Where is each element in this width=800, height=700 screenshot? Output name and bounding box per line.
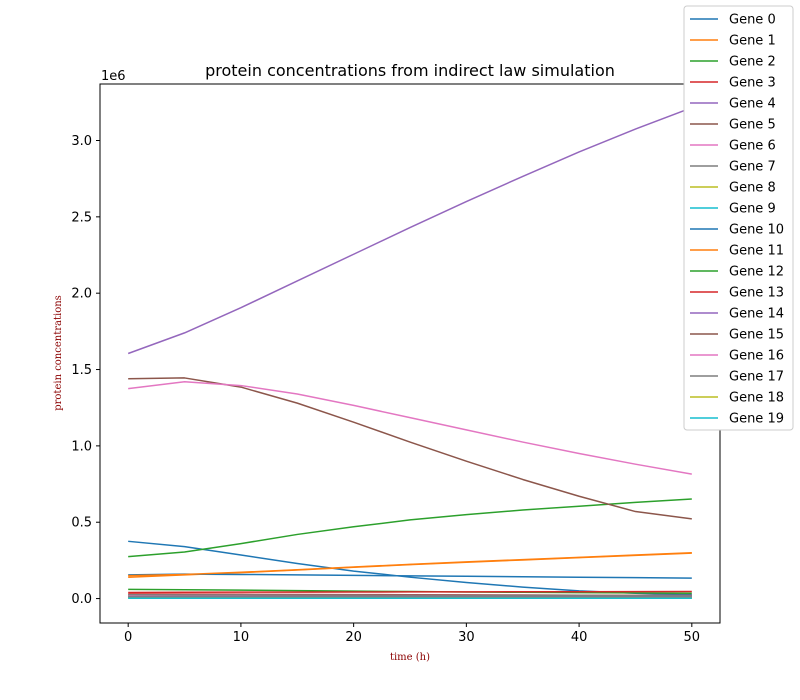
legend-item: Gene 18 <box>690 391 784 406</box>
x-tick-label: 50 <box>684 630 701 645</box>
y-tick-label: 0.5 <box>71 516 92 531</box>
legend-item: Gene 17 <box>690 370 784 385</box>
legend-label: Gene 8 <box>729 181 776 196</box>
x-tick-label: 10 <box>233 630 250 645</box>
y-tick-label: 3.0 <box>71 134 92 149</box>
legend-label: Gene 0 <box>729 13 776 28</box>
legend-item: Gene 4 <box>690 97 776 112</box>
legend-label: Gene 5 <box>729 118 776 133</box>
series-line-gene-16 <box>128 381 692 475</box>
legend: Gene 0 Gene 1 Gene 2 Gene 3 Gene 4 Gene 5 Gene… <box>683 5 794 431</box>
legend-item: Gene 9 <box>690 202 776 217</box>
x-axis: 0 10 20 30 40 50 <box>124 623 700 645</box>
legend-label: Gene 10 <box>729 223 784 238</box>
y-tick-label: 0.0 <box>71 592 92 607</box>
legend-item: Gene 5 <box>690 118 776 133</box>
plot-area <box>99 83 721 624</box>
legend-item: Gene 12 <box>690 265 784 280</box>
legend-label: Gene 12 <box>729 265 784 280</box>
y-offset-text: 1e6 <box>101 69 126 84</box>
legend-item: Gene 14 <box>690 307 784 322</box>
legend-label: Gene 13 <box>729 286 784 301</box>
series-line-gene-4 <box>127 106 693 355</box>
legend-item: Gene 1 <box>690 34 776 49</box>
legend-item: Gene 2 <box>690 55 776 70</box>
legend-item: Gene 0 <box>690 13 776 28</box>
legend-item: Gene 10 <box>690 223 784 238</box>
y-axis: 0.0 0.5 1.0 1.5 2.0 2.5 3.0 <box>71 134 100 607</box>
legend-frame <box>683 5 794 431</box>
legend-label: Gene 19 <box>729 412 784 427</box>
y-tick-label: 1.0 <box>71 439 92 454</box>
legend-item: Gene 7 <box>690 160 776 175</box>
series-line-gene-7 <box>128 594 692 597</box>
series-layer <box>127 106 693 600</box>
legend-label: Gene 11 <box>729 244 784 259</box>
legend-label: Gene 2 <box>729 55 776 70</box>
series-line-gene-11 <box>128 552 692 577</box>
legend-label: Gene 14 <box>729 307 784 322</box>
legend-item: Gene 6 <box>690 139 776 154</box>
legend-label: Gene 17 <box>729 370 784 385</box>
legend-item: Gene 16 <box>690 349 784 364</box>
legend-label: Gene 15 <box>729 328 784 343</box>
x-tick-label: 40 <box>571 630 588 645</box>
series-line-gene-13 <box>128 590 692 594</box>
legend-item: Gene 15 <box>690 328 784 343</box>
legend-item: Gene 13 <box>690 286 784 301</box>
x-axis-label: time (h) <box>390 652 430 663</box>
y-tick-label: 2.5 <box>71 210 92 225</box>
x-tick-label: 30 <box>458 630 475 645</box>
legend-item: Gene 3 <box>690 76 776 91</box>
y-tick-label: 1.5 <box>71 363 92 378</box>
legend-label: Gene 7 <box>729 160 776 175</box>
y-axis-label: protein concentrations <box>53 295 64 411</box>
series-line-gene-10 <box>128 573 692 579</box>
legend-item: Gene 8 <box>690 181 776 196</box>
legend-label: Gene 6 <box>729 139 776 154</box>
legend-label: Gene 3 <box>729 76 776 91</box>
legend-label: Gene 9 <box>729 202 776 217</box>
legend-label: Gene 1 <box>729 34 776 49</box>
series-line-gene-12 <box>128 498 692 558</box>
y-tick-label: 2.0 <box>71 287 92 302</box>
legend-label: Gene 16 <box>729 349 784 364</box>
legend-item: Gene 19 <box>690 412 784 427</box>
x-tick-label: 20 <box>345 630 362 645</box>
legend-label: Gene 18 <box>729 391 784 406</box>
legend-item: Gene 11 <box>690 244 784 259</box>
x-tick-label: 0 <box>124 630 132 645</box>
chart-title: protein concentrations from indirect law… <box>205 61 615 80</box>
legend-label: Gene 4 <box>729 97 776 112</box>
